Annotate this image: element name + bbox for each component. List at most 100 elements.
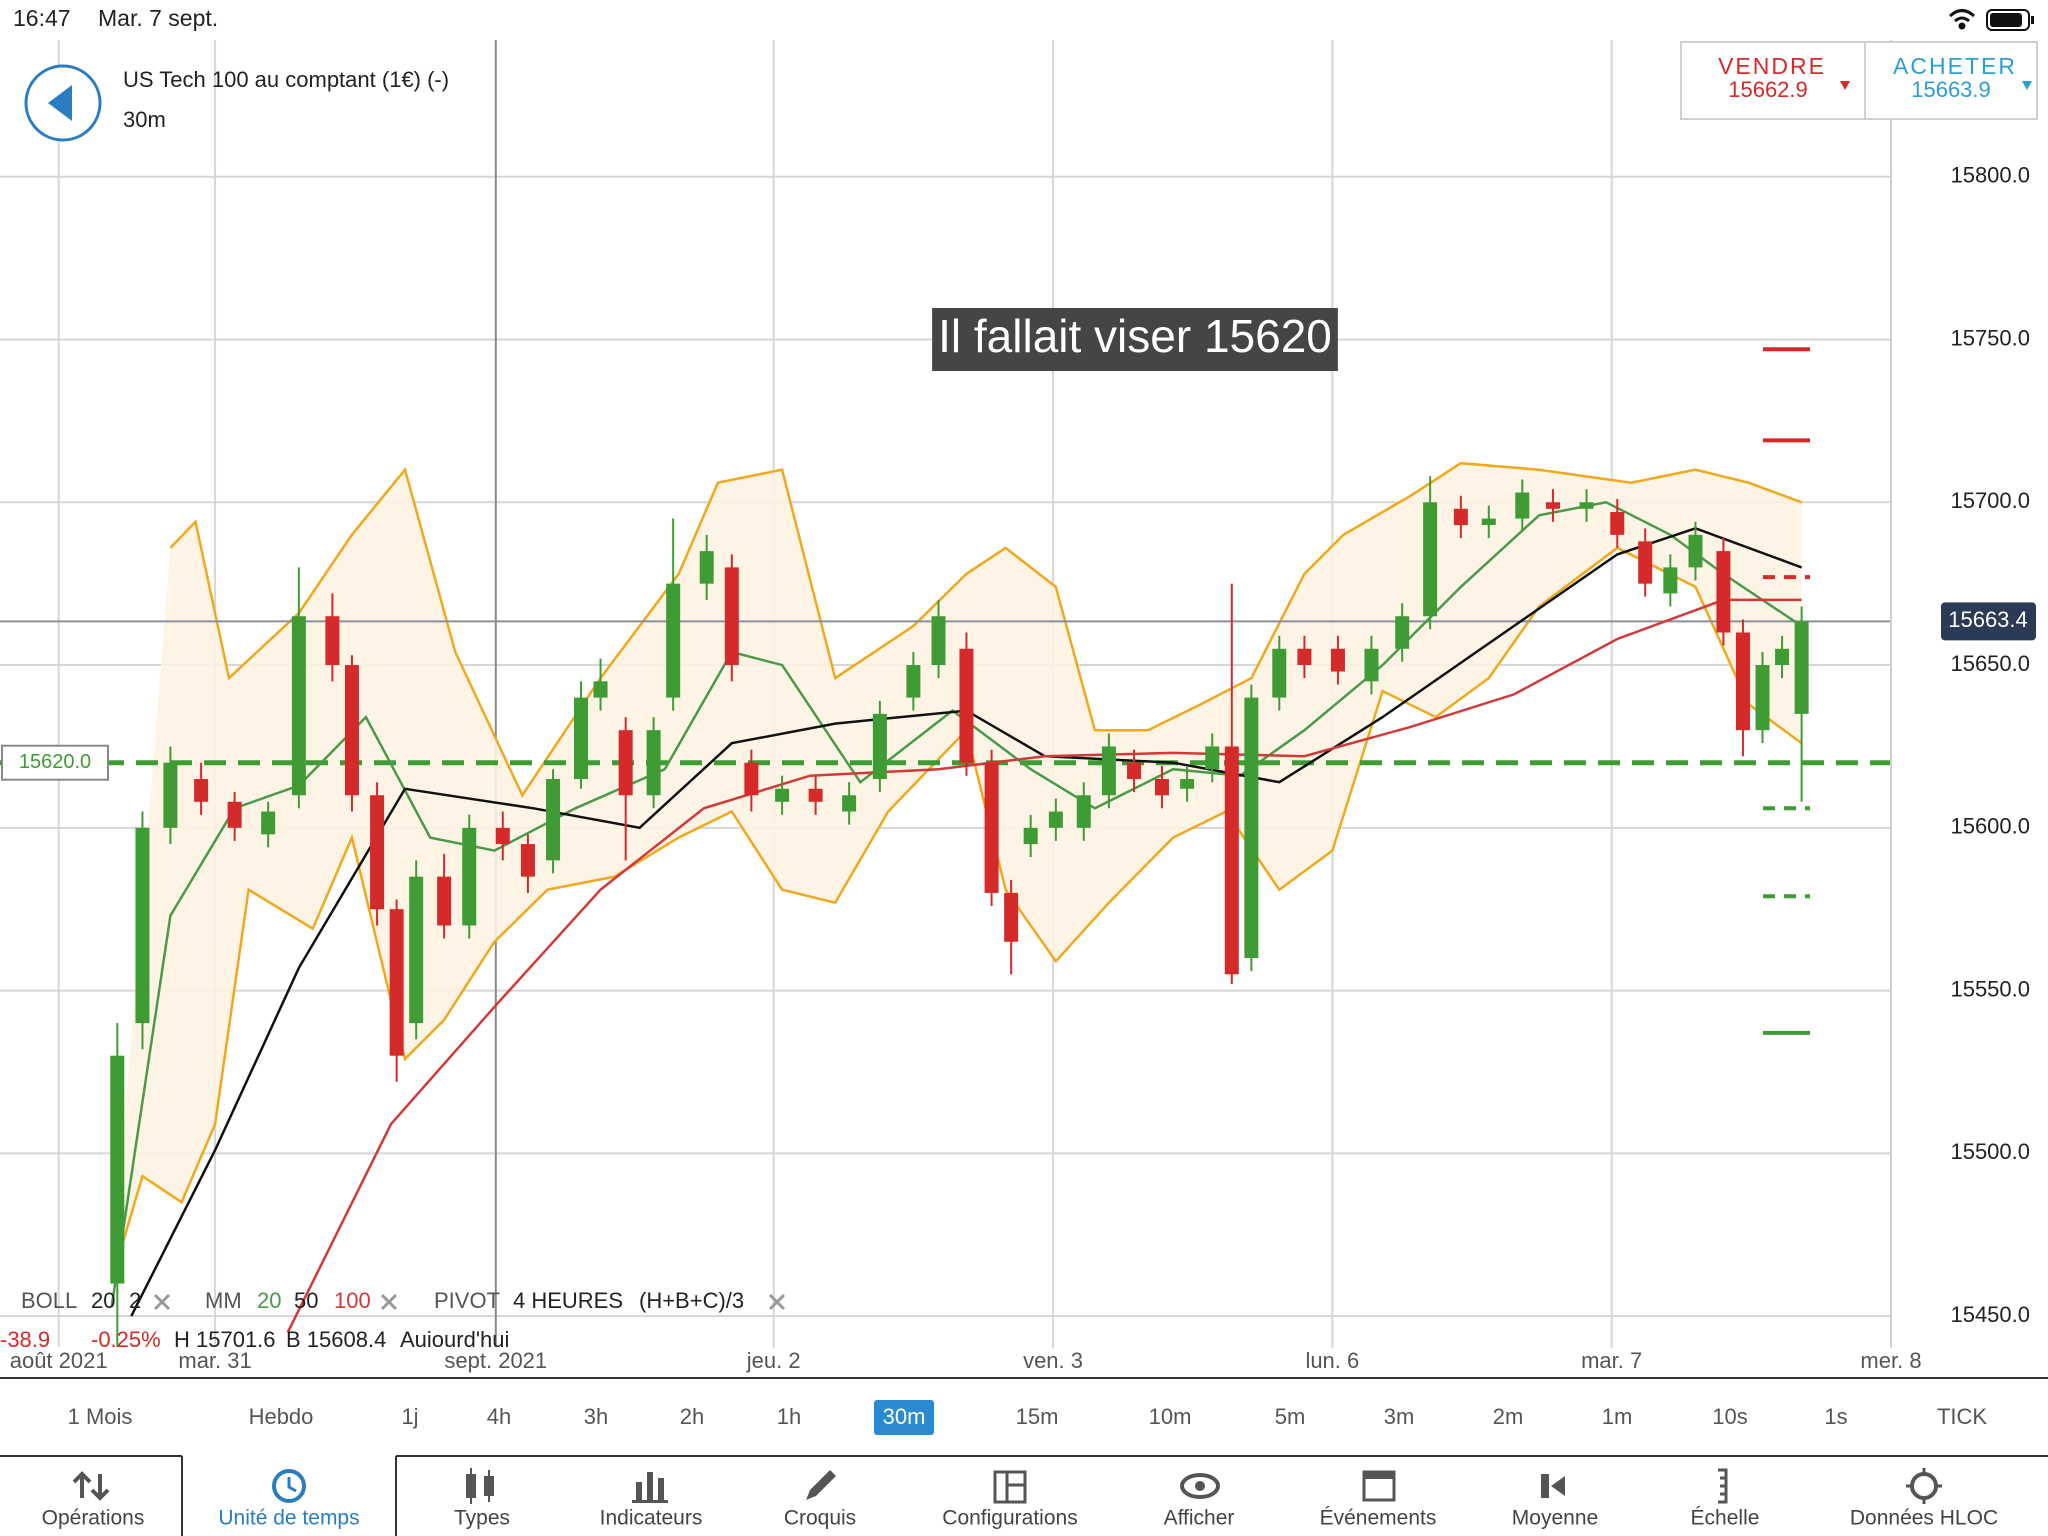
candle-body: [906, 665, 921, 698]
candle-body: [1297, 648, 1312, 666]
plot-area: [0, 40, 1891, 1378]
candle-body: [1364, 648, 1379, 682]
candle-body: [325, 616, 340, 666]
timeframe-label: 2h: [680, 1404, 704, 1429]
candle-body: [984, 762, 999, 893]
toolbar-button[interactable]: Moyenne: [1512, 1507, 1598, 1530]
bollinger-lower: [110, 546, 1803, 1281]
candle-body: [1395, 616, 1410, 649]
x-tick-label-bg: [170, 1348, 260, 1377]
x-tick-label: mar. 7: [1581, 1348, 1642, 1373]
x-tick-label: lun. 6: [1305, 1348, 1359, 1373]
toolbar-button[interactable]: Événements: [1320, 1507, 1437, 1530]
wifi-icon: [1948, 9, 1976, 30]
y-tick-label: 15700.0: [1950, 488, 2030, 513]
moving-average: [110, 500, 1803, 1307]
candle-body: [1244, 697, 1259, 959]
toolbar-icons: [72, 1468, 1942, 1504]
toolbar-button[interactable]: Indicateurs: [600, 1507, 703, 1530]
candle-body: [261, 811, 276, 835]
candle-body: [370, 795, 385, 910]
x-tick-label: sept. 2021: [444, 1348, 547, 1373]
timeframe-option[interactable]: 15m: [1016, 1404, 1059, 1429]
candle-body: [699, 551, 714, 584]
timeframe-option[interactable]: 1h: [777, 1404, 801, 1429]
toolbar-button[interactable]: Opérations: [42, 1507, 145, 1530]
timeframe-option[interactable]: 2m: [1493, 1404, 1524, 1429]
candle-body: [291, 616, 306, 796]
candle-body: [495, 827, 510, 845]
candle-body: [1579, 502, 1594, 509]
timeframe-label: Hebdo: [249, 1404, 314, 1429]
candle-body: [1610, 512, 1625, 535]
timeframe-option[interactable]: 5m: [1275, 1404, 1306, 1429]
candle-body: [931, 616, 946, 666]
candle-body: [1154, 778, 1169, 796]
timeframe-option[interactable]: 10m: [1149, 1404, 1192, 1429]
timeframe-option[interactable]: 4h: [487, 1404, 511, 1429]
candle-body: [959, 648, 974, 763]
toolbar: Opérations Unité de temps Types Indicateurs…: [0, 1455, 2048, 1536]
sell-button[interactable]: VENDRE 15662.9: [1718, 53, 1850, 102]
timeframe-option[interactable]: 1 Mois: [68, 1404, 133, 1429]
candle-body: [808, 788, 823, 802]
candle-body: [1205, 746, 1220, 770]
remove-mm[interactable]: [380, 1293, 398, 1311]
toolbar-button[interactable]: Configurations: [942, 1507, 1077, 1530]
toolbar-button[interactable]: Croquis: [784, 1507, 856, 1530]
timeframe-option[interactable]: 3h: [584, 1404, 608, 1429]
timeframe-option[interactable]: 1m: [1602, 1404, 1633, 1429]
y-tick-label: 15800.0: [1950, 163, 2030, 188]
timeframe-label: 5m: [1275, 1404, 1306, 1429]
candle-body: [110, 1055, 125, 1284]
toolbar-button[interactable]: Échelle: [1691, 1507, 1760, 1530]
annotation-box: [932, 308, 1338, 371]
y-tick-label: 15650.0: [1950, 651, 2030, 676]
timeframe-label: 2m: [1493, 1404, 1524, 1429]
timeframe-option[interactable]: 2h: [680, 1404, 704, 1429]
candle-body: [1663, 567, 1678, 594]
candle-body: [409, 876, 424, 1024]
timeframe-label: 30m: [883, 1404, 926, 1429]
toolbar-button[interactable]: Afficher: [1164, 1507, 1235, 1530]
timeframe-option[interactable]: Hebdo: [249, 1404, 314, 1429]
candle-body: [618, 730, 633, 796]
candle-body: [1688, 534, 1703, 568]
bollinger-upper: [169, 461, 1803, 798]
remove-boll[interactable]: [153, 1293, 171, 1311]
timeframe-option[interactable]: 1j: [401, 1404, 418, 1429]
toolbar-button[interactable]: Données HLOC: [1850, 1507, 1998, 1530]
x-tick-label: août 2021: [10, 1348, 108, 1373]
candle-body: [135, 827, 150, 1024]
y-tick-label: 15450.0: [1950, 1302, 2030, 1327]
back-button[interactable]: [24, 64, 102, 142]
timeframe-label: 10m: [1149, 1404, 1192, 1429]
pivot-period: 4 HEURES: [513, 1288, 623, 1313]
candle-body: [1272, 648, 1287, 698]
timeframe-option[interactable]: 3m: [1384, 1404, 1415, 1429]
candle-body: [1330, 648, 1345, 672]
candle-body: [1716, 551, 1731, 633]
timeframe-label: 1m: [1602, 1404, 1633, 1429]
candle-body: [573, 697, 588, 779]
timeframe-option[interactable]: 30m: [874, 1400, 934, 1435]
x-axis-labels: août 2021 mar. 31 sept. 2021 jeu. 2 ven. 3 lu…: [1, 1348, 1930, 1377]
timeframe-label: 4h: [487, 1404, 511, 1429]
quote-box: [1680, 41, 2038, 120]
x-tick-label: jeu. 2: [746, 1348, 801, 1373]
toolbar-button[interactable]: Unité de temps: [218, 1507, 359, 1530]
timeframe-label: 30m: [123, 107, 166, 132]
buy-button[interactable]: ACHETER 15663.9: [1893, 53, 2032, 102]
x-tick-label-bg: [1852, 1348, 1930, 1377]
remove-pivot[interactable]: [768, 1293, 786, 1311]
candle-body: [1755, 665, 1770, 731]
timeframe-option[interactable]: TICK: [1937, 1404, 1987, 1429]
boll-label: BOLL: [21, 1288, 77, 1313]
level-label: 15620.0: [19, 751, 91, 773]
timeframe-option[interactable]: 1s: [1824, 1404, 1847, 1429]
timeframe-option[interactable]: 10s: [1712, 1404, 1747, 1429]
toolbar-button[interactable]: Types: [454, 1507, 510, 1530]
annotation: Il fallait viser 15620: [938, 310, 1332, 362]
x-tick-label-bg: [1, 1348, 116, 1377]
